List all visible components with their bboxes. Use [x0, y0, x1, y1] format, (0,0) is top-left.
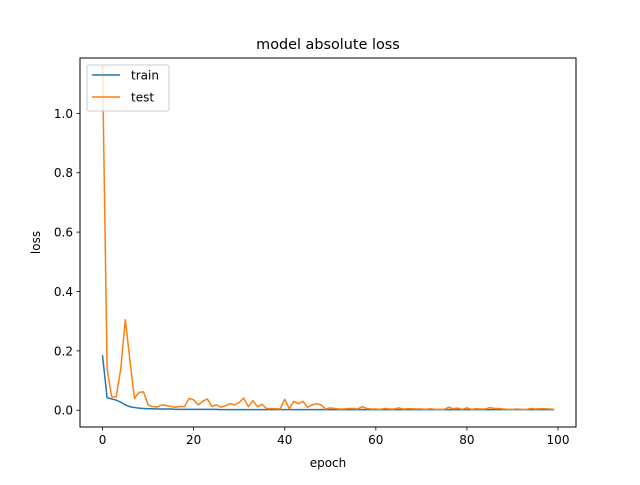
- x-tick-label: 80: [459, 433, 474, 447]
- y-tick-label: 0.4: [54, 285, 73, 299]
- x-tick-label: 0: [99, 433, 107, 447]
- plot-frame: [79, 57, 577, 428]
- y-tick-label: 0.8: [54, 166, 73, 180]
- legend-box: [86, 64, 170, 112]
- y-axis-label: loss: [29, 231, 43, 254]
- legend-label-train: train: [131, 69, 159, 83]
- x-tick-label: 40: [277, 433, 292, 447]
- y-tick-label: 0.6: [54, 226, 73, 240]
- legend: train test: [86, 64, 170, 112]
- x-tick-label: 100: [547, 433, 570, 447]
- x-tick-label: 20: [186, 433, 201, 447]
- series-line-test: [101, 65, 555, 411]
- y-tick-label: 1.0: [54, 107, 73, 121]
- y-tick-label: 0.0: [54, 404, 73, 418]
- x-axis: 0 20 40 60 80 100: [99, 427, 570, 447]
- plot-background: [80, 58, 576, 427]
- y-tick-label: 0.2: [54, 344, 73, 358]
- x-tick-label: 60: [368, 433, 383, 447]
- y-axis: 0.0 0.2 0.4 0.6 0.8 1.0: [54, 107, 80, 418]
- legend-label-test: test: [131, 91, 154, 105]
- plot-area: [79, 57, 577, 428]
- series-layer: [101, 65, 555, 411]
- x-axis-label: epoch: [310, 456, 347, 470]
- chart-title: model absolute loss: [256, 37, 400, 53]
